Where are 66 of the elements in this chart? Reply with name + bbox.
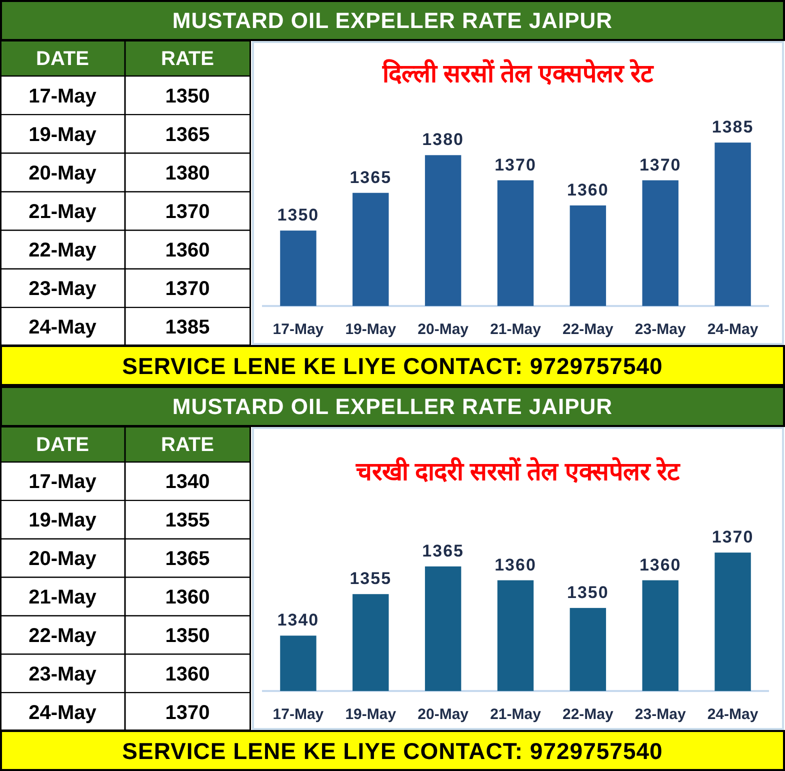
table-cell: 20-May — [28, 548, 96, 570]
chart-title: चरखी दादरी सरसों तेल एक्सपेलर रेट — [356, 458, 680, 486]
table-cell: 1360 — [165, 240, 210, 262]
table-cell: 19-May — [28, 124, 96, 146]
data-label: 1350 — [277, 206, 320, 225]
table-cell: 22-May — [28, 240, 96, 262]
data-label: 1380 — [422, 130, 464, 150]
table-cell: 1365 — [165, 124, 210, 146]
annotation: SERVICE LENE KE LIYE CONTACT: 9729757540 — [122, 738, 663, 764]
x-tick-label: 21-May — [490, 706, 541, 723]
x-tick-label: 19-May — [345, 321, 396, 338]
data-label: 1370 — [712, 528, 754, 547]
table-cell: 20-May — [28, 162, 96, 184]
data-label: 1350 — [567, 582, 609, 602]
table-cell: 1360 — [165, 663, 210, 686]
table-cell: 21-May — [28, 201, 96, 223]
table-column-header: RATE — [161, 434, 214, 456]
table-cell: 1365 — [165, 548, 210, 570]
data-label: 1365 — [422, 541, 464, 560]
table-cell: 24-May — [28, 316, 96, 339]
data-label: 1365 — [350, 168, 392, 187]
table-cell: 1355 — [165, 510, 210, 532]
x-tick-label: 23-May — [634, 321, 686, 338]
data-label: 1340 — [277, 610, 320, 630]
chart-title: दिल्ली सरसों तेल एक्सपेलर रेट — [382, 60, 654, 88]
x-tick-label: 23-May — [634, 706, 686, 723]
x-tick-label: 17-May — [272, 706, 324, 723]
table-column-header: DATE — [36, 48, 89, 70]
table-column-header: RATE — [161, 48, 214, 70]
x-tick-label: 17-May — [272, 321, 324, 338]
table-cell: 22-May — [28, 624, 96, 647]
table-cell: 1350 — [165, 624, 210, 647]
table-cell: 17-May — [28, 85, 96, 108]
table-cell: 24-May — [28, 702, 96, 724]
table-cell: 19-May — [28, 510, 96, 532]
x-tick-label: 20-May — [418, 706, 468, 723]
table-cell: 1380 — [165, 162, 210, 184]
table-cell: 1370 — [165, 201, 210, 223]
data-label: 1360 — [639, 555, 682, 574]
table-cell: 1370 — [165, 278, 210, 300]
x-tick-label: 22-May — [562, 706, 614, 723]
x-tick-label: 22-May — [562, 321, 614, 338]
data-label: 1355 — [350, 569, 392, 588]
data-label: 1385 — [712, 118, 754, 137]
x-tick-label: 24-May — [707, 321, 758, 338]
table-cell: 1350 — [165, 85, 210, 108]
data-label: 1370 — [494, 155, 536, 174]
table-cell: 1340 — [165, 471, 210, 494]
table-cell: 23-May — [28, 663, 96, 686]
table-cell: 23-May — [28, 278, 96, 300]
table-cell: 1360 — [165, 586, 210, 608]
table-cell: 21-May — [28, 586, 96, 608]
data-label: 1360 — [567, 180, 609, 200]
chart-subtitle: MUSTARD OIL EXPELLER RATE JAIPUR — [172, 8, 613, 33]
data-label: 1370 — [639, 155, 682, 174]
x-tick-label: 20-May — [418, 321, 468, 338]
table-cell: 1370 — [165, 702, 210, 724]
table-cell: 17-May — [28, 471, 96, 494]
x-tick-label: 24-May — [707, 706, 758, 723]
x-tick-label: 21-May — [490, 321, 541, 338]
table-column-header: DATE — [36, 434, 89, 456]
table-cell: 1385 — [165, 316, 210, 339]
data-label: 1360 — [494, 555, 536, 574]
chart-subtitle: MUSTARD OIL EXPELLER RATE JAIPUR — [172, 394, 613, 419]
x-tick-label: 19-May — [345, 706, 396, 723]
annotation: SERVICE LENE KE LIYE CONTACT: 9729757540 — [122, 353, 663, 379]
